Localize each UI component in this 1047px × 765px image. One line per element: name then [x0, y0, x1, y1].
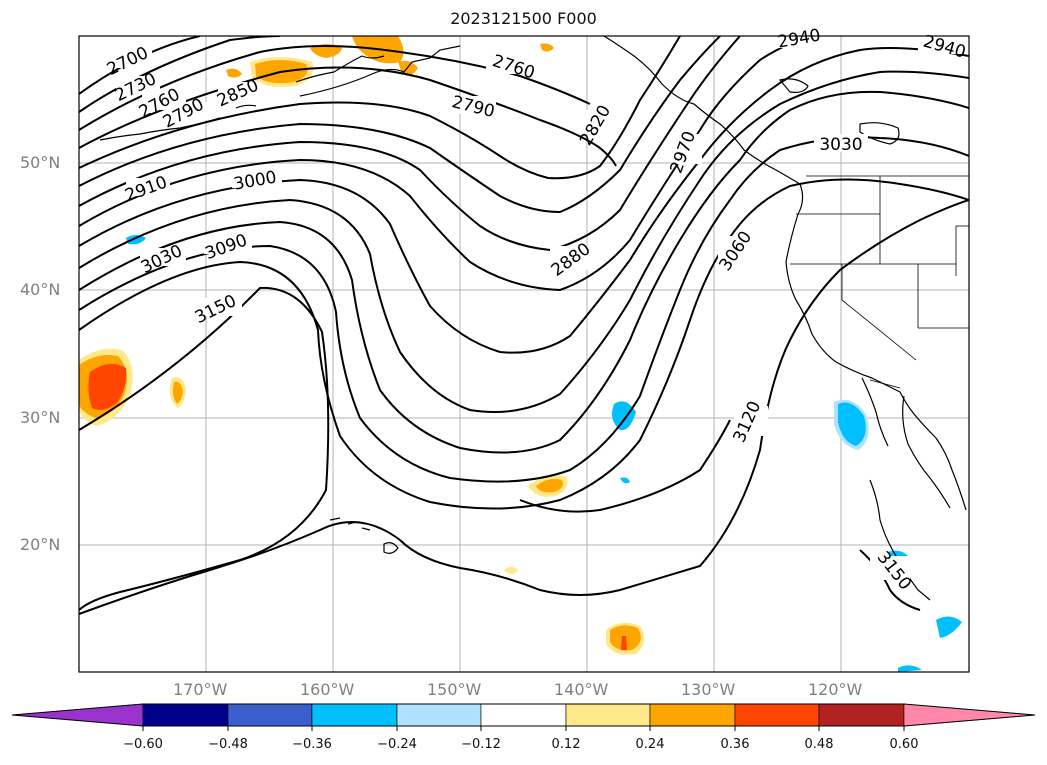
colorbar	[11, 703, 1036, 727]
contour-labels: 2700 2730 2760 2790 2850 2910 3000 3030 …	[104, 25, 968, 594]
colorbar-segment	[734, 703, 820, 727]
lon-label-130w: 130°W	[681, 680, 736, 699]
colorbar-label: 0.48	[804, 737, 834, 752]
lon-label-150w: 150°W	[427, 680, 482, 699]
lat-label-30n: 30°N	[20, 408, 61, 427]
map-title: 2023121500 F000	[450, 9, 597, 28]
contour-label: 3090	[203, 231, 250, 265]
colorbar-segment	[227, 703, 313, 727]
lat-label-50n: 50°N	[20, 153, 61, 172]
lon-label-140w: 140°W	[554, 680, 609, 699]
colorbar-label: −0.48	[208, 737, 248, 752]
borders	[790, 175, 969, 389]
contour-label: 3150	[192, 291, 240, 328]
colorbar-segment	[903, 703, 1036, 727]
colorbar-segment	[649, 703, 736, 727]
lon-label-170w: 170°W	[173, 680, 228, 699]
colorbar-label: −0.24	[377, 737, 417, 752]
colorbar-segment	[142, 703, 229, 727]
colorbar-label: −0.36	[292, 737, 332, 752]
colorbar-segment	[396, 703, 482, 727]
colorbar-segment	[818, 703, 905, 727]
lat-label-40n: 40°N	[20, 280, 61, 299]
lon-label-160w: 160°W	[300, 680, 355, 699]
colorbar-label: 0.12	[551, 737, 581, 752]
colorbar-segment	[11, 703, 144, 727]
contour-label-backing	[108, 36, 968, 580]
colorbar-ticks	[142, 726, 905, 731]
contour-label: 3030	[819, 135, 862, 155]
contour-label: 2940	[776, 25, 822, 52]
contour-label: 2910	[123, 173, 170, 207]
lat-label-20n: 20°N	[20, 535, 61, 554]
colorbar-segment	[565, 703, 651, 727]
lon-label-120w: 120°W	[808, 680, 863, 699]
gridlines	[79, 36, 969, 672]
map-frame	[78, 35, 970, 673]
colorbar-label: 0.36	[720, 737, 750, 752]
height-contours	[79, 36, 969, 615]
colorbar-label: −0.60	[123, 737, 163, 752]
colorbar-segment	[311, 703, 398, 727]
contour-label: 2760	[490, 51, 537, 83]
anomaly-shading	[79, 36, 962, 672]
colorbar-label: 0.60	[889, 737, 919, 752]
colorbar-segment	[480, 703, 567, 727]
colorbar-label: 0.24	[635, 737, 665, 752]
colorbar-label: −0.12	[461, 737, 501, 752]
